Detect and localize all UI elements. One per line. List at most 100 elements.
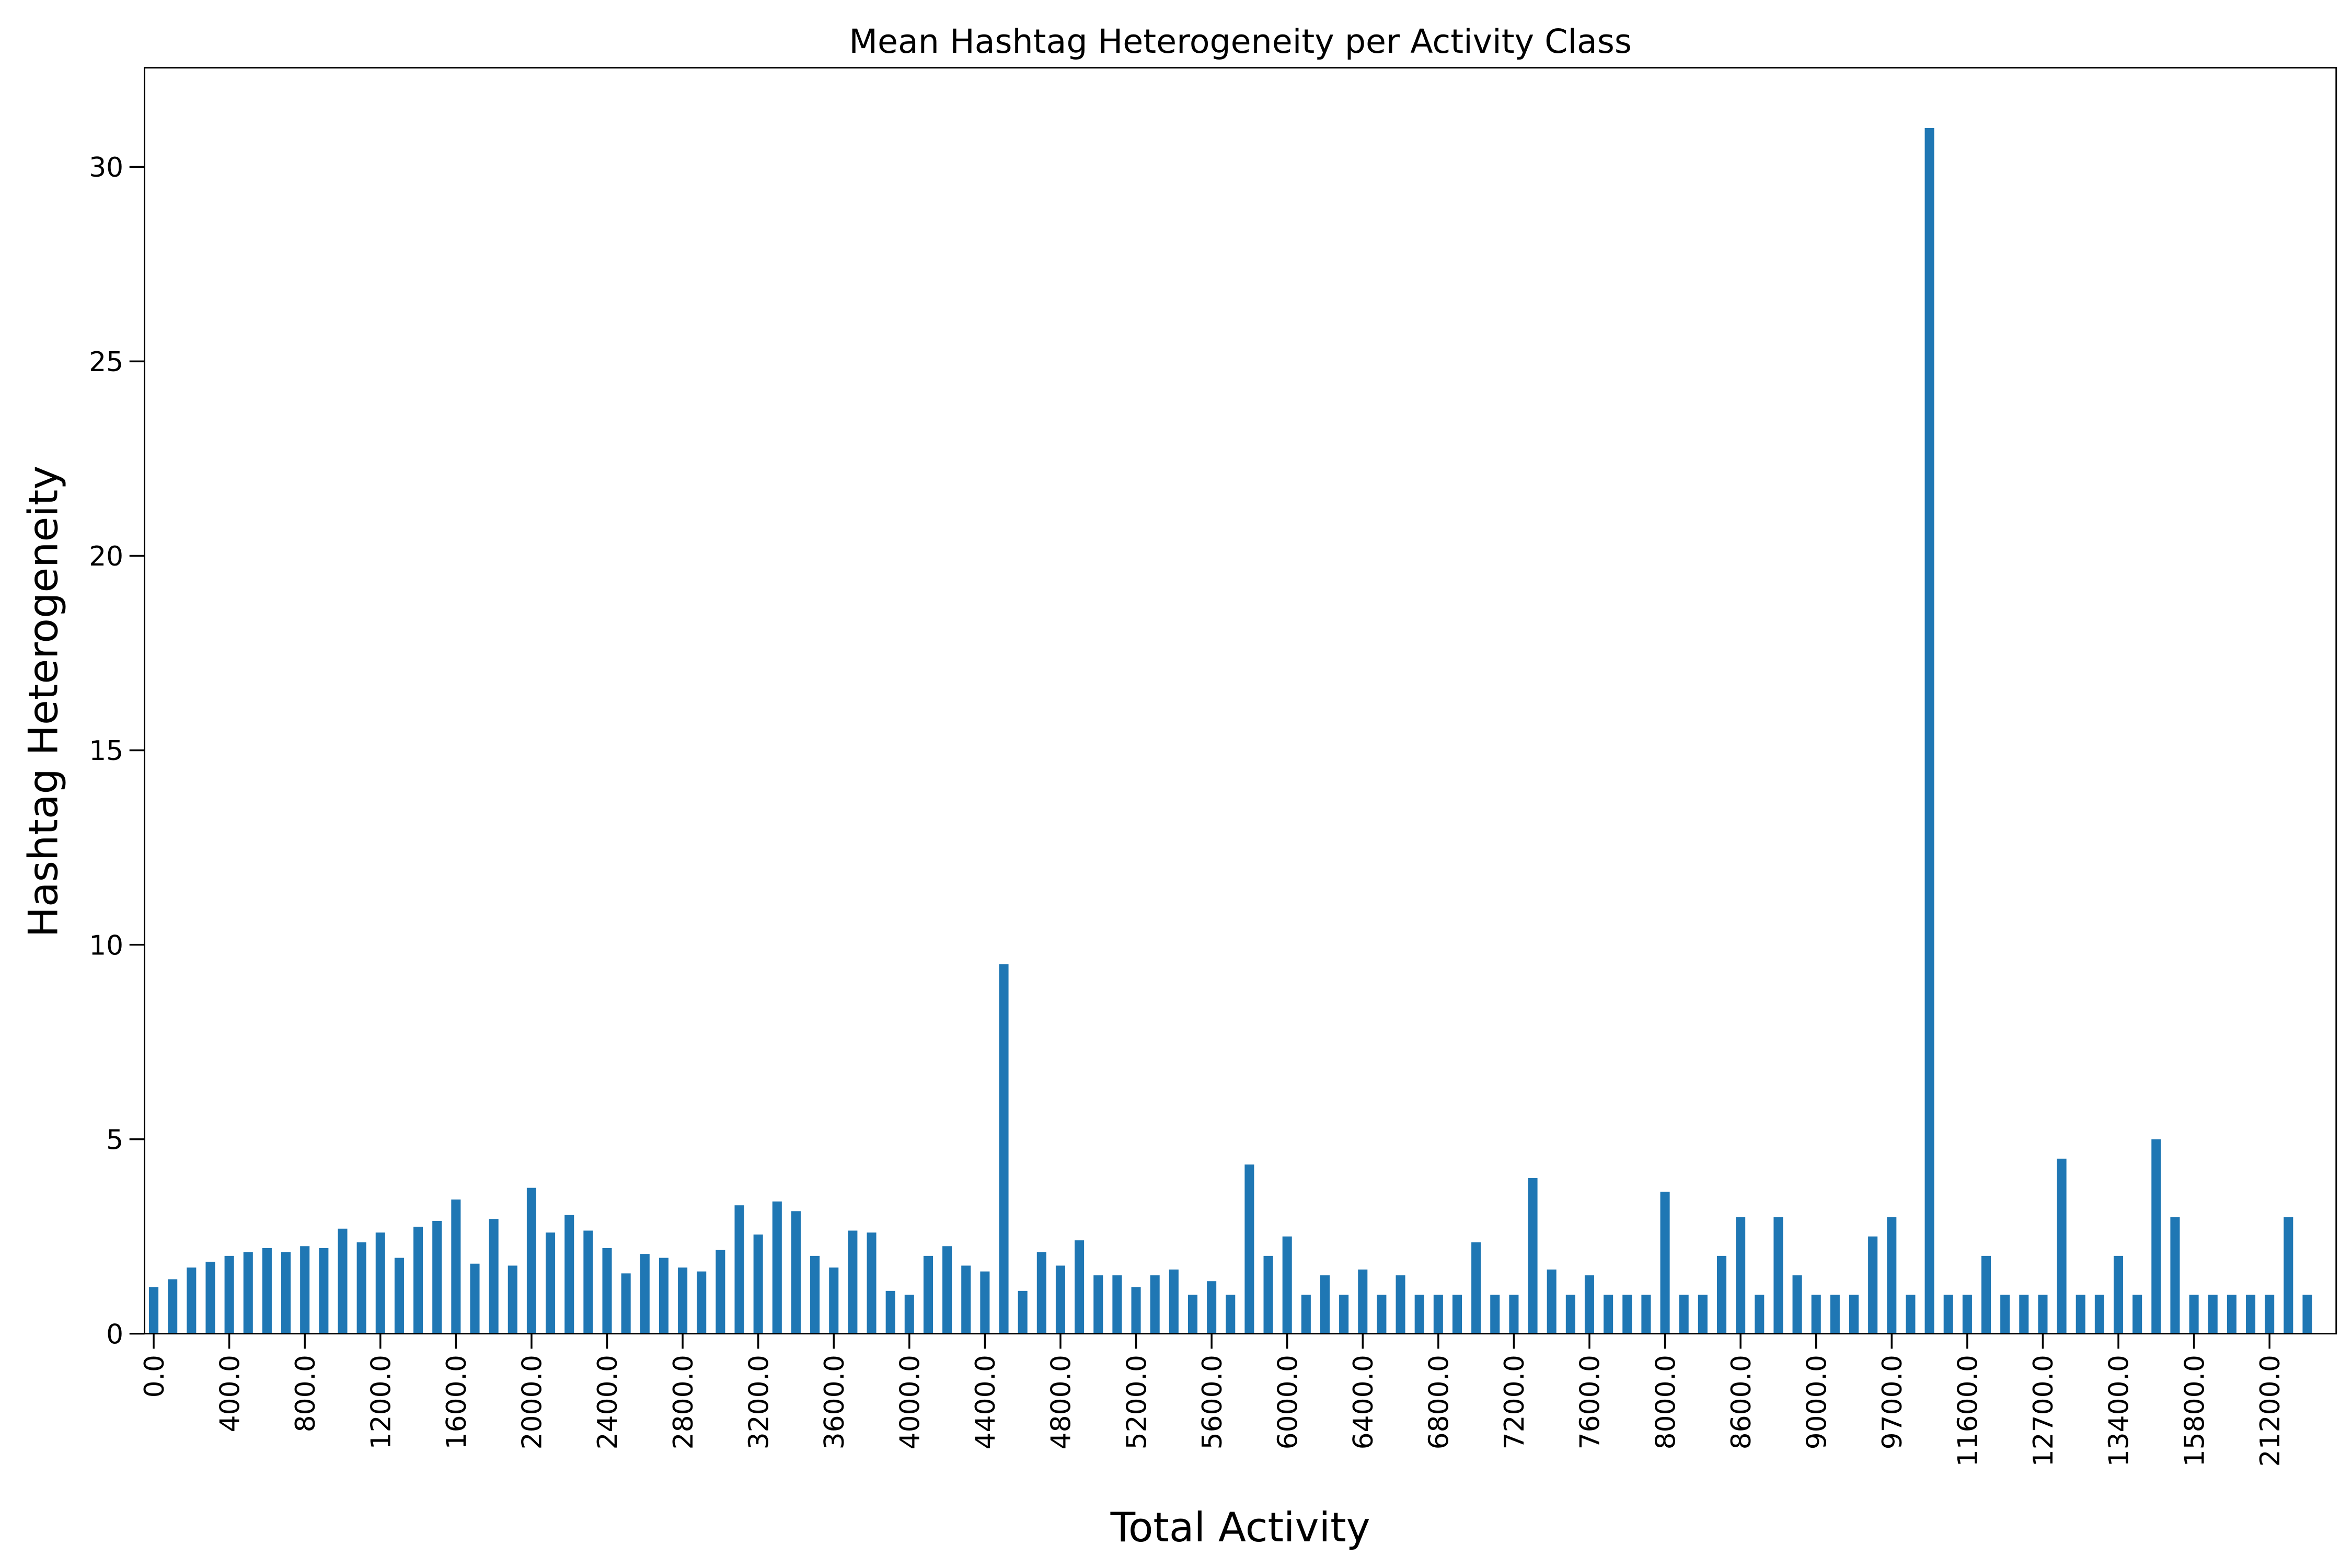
x-tick-label: 11600.0: [1953, 1355, 1984, 1467]
bar: [2019, 1295, 2029, 1334]
bar: [1887, 1217, 1897, 1334]
bar: [1943, 1295, 1953, 1334]
bar: [1301, 1295, 1311, 1334]
bar: [602, 1248, 612, 1334]
bar: [1169, 1269, 1179, 1334]
bar: [640, 1254, 650, 1334]
bar: [1547, 1269, 1557, 1334]
bar: [753, 1234, 763, 1334]
x-tick-label: 3600.0: [819, 1355, 850, 1449]
x-tick-label: 1200.0: [365, 1355, 397, 1449]
bar: [1906, 1295, 1916, 1334]
x-tick-label: 800.0: [290, 1355, 321, 1432]
bar: [1811, 1295, 1821, 1334]
bar: [2245, 1295, 2256, 1334]
bar: [187, 1267, 197, 1334]
bar: [885, 1290, 895, 1334]
bar: [1490, 1295, 1500, 1334]
x-tick-label: 4400.0: [970, 1355, 1001, 1449]
bar: [1736, 1217, 1746, 1334]
plot-frame: [144, 67, 2337, 1335]
bar: [2113, 1255, 2124, 1334]
y-axis-label: Hashtag Heterogeneity: [20, 466, 67, 938]
bar: [2302, 1295, 2312, 1334]
bar: [1584, 1275, 1595, 1334]
bar: [1716, 1255, 1727, 1334]
x-tick-label: 9700.0: [1877, 1355, 1908, 1449]
bar: [848, 1230, 858, 1334]
bar: [432, 1220, 442, 1334]
y-tick-label: 25: [89, 347, 123, 378]
bar: [1509, 1295, 1519, 1334]
bar: [659, 1258, 668, 1334]
bar: [2132, 1295, 2142, 1334]
x-tick-label: 9000.0: [1801, 1355, 1832, 1449]
x-tick-label: 8600.0: [1726, 1355, 1757, 1449]
bar: [508, 1265, 517, 1334]
bar: [1452, 1295, 1462, 1334]
bar: [1962, 1295, 1972, 1334]
bar: [810, 1255, 820, 1334]
bar: [2000, 1295, 2010, 1334]
bar: [546, 1232, 556, 1334]
bar: [375, 1232, 385, 1334]
bar: [923, 1255, 933, 1334]
bar: [319, 1248, 329, 1334]
bar: [564, 1215, 574, 1334]
x-tick-label: 6800.0: [1424, 1355, 1455, 1449]
bar: [980, 1271, 990, 1334]
bar: [526, 1187, 536, 1334]
bar: [1433, 1295, 1443, 1334]
bar: [224, 1255, 234, 1334]
bar: [1565, 1295, 1575, 1334]
bar: [413, 1227, 423, 1334]
bar: [489, 1219, 499, 1334]
x-tick-label: 2800.0: [668, 1355, 699, 1449]
bar: [1679, 1295, 1689, 1334]
bar: [2208, 1295, 2218, 1334]
bar: [281, 1252, 291, 1334]
y-tick-label: 15: [89, 735, 123, 767]
bar: [1377, 1295, 1387, 1334]
x-tick-label: 6000.0: [1272, 1355, 1304, 1449]
bar: [1830, 1295, 1840, 1334]
x-tick-label: 4800.0: [1046, 1355, 1077, 1449]
bar: [1698, 1295, 1708, 1334]
bar: [2189, 1295, 2199, 1334]
bar: [205, 1262, 215, 1334]
x-tick-label: 7200.0: [1499, 1355, 1530, 1449]
bar: [1036, 1252, 1046, 1334]
bar: [791, 1211, 801, 1334]
bar: [168, 1279, 178, 1334]
bar: [829, 1267, 839, 1334]
y-tick-label: 5: [106, 1124, 123, 1156]
bar: [1018, 1290, 1028, 1334]
bar: [1660, 1192, 1670, 1334]
x-axis-label: Total Activity: [1110, 1504, 1370, 1551]
bar: [1207, 1281, 1217, 1334]
bar: [772, 1201, 782, 1334]
y-tick-label: 0: [106, 1319, 123, 1350]
bar: [999, 964, 1009, 1334]
bar: [1924, 128, 1934, 1334]
bar: [1093, 1275, 1103, 1334]
bar: [1471, 1242, 1481, 1334]
bar: [1641, 1295, 1651, 1334]
bar: [1755, 1295, 1765, 1334]
bar: [734, 1205, 744, 1334]
bar: [1187, 1295, 1198, 1334]
bar: [2170, 1217, 2180, 1334]
bar: [716, 1250, 725, 1334]
x-tick-label: 0.0: [139, 1355, 170, 1398]
bar: [1282, 1236, 1292, 1334]
y-tick-label: 20: [89, 541, 123, 572]
bar: [243, 1252, 253, 1334]
x-tick-label: 4000.0: [895, 1355, 926, 1449]
x-tick-label: 2400.0: [592, 1355, 624, 1449]
bar: [1414, 1295, 1424, 1334]
bar: [2227, 1295, 2236, 1334]
bar: [1792, 1275, 1802, 1334]
bar: [697, 1271, 707, 1334]
bar: [470, 1263, 480, 1334]
